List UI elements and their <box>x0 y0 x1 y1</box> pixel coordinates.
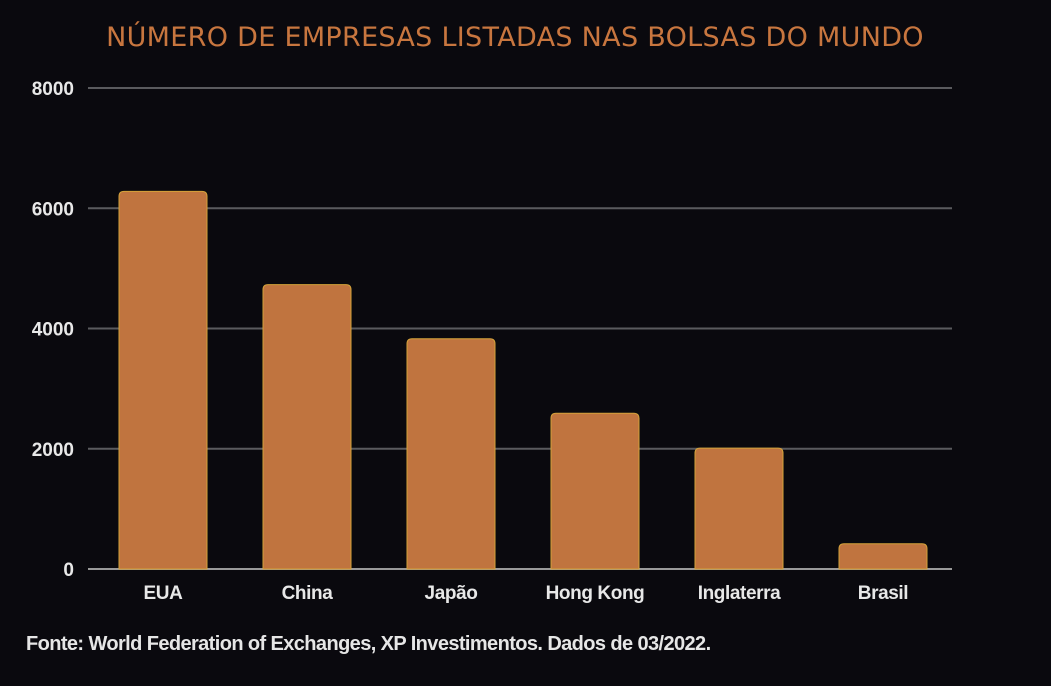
x-tick-label: Japão <box>425 583 478 604</box>
x-tick-label: Brasil <box>858 583 908 604</box>
x-tick-label: EUA <box>144 583 184 604</box>
y-tick-label: 4000 <box>32 320 74 341</box>
y-tick-label: 2000 <box>32 440 74 461</box>
bar-hong-kong <box>550 412 640 570</box>
x-tick-label: China <box>282 583 334 604</box>
x-tick-label: Inglaterra <box>698 583 781 604</box>
bar-eua <box>118 190 208 570</box>
y-tick-label: 8000 <box>32 79 74 100</box>
bar-china <box>262 284 352 570</box>
chart-title: NÚMERO DE EMPRESAS LISTADAS NAS BOLSAS D… <box>106 22 924 53</box>
bar-inglaterra <box>694 447 784 570</box>
bar-japão <box>406 338 496 570</box>
x-tick-label: Hong Kong <box>546 583 645 604</box>
source-note: Fonte: World Federation of Exchanges, XP… <box>26 633 711 655</box>
bar-brasil <box>838 543 928 570</box>
y-tick-label: 0 <box>63 560 74 581</box>
y-tick-label: 6000 <box>32 199 74 220</box>
